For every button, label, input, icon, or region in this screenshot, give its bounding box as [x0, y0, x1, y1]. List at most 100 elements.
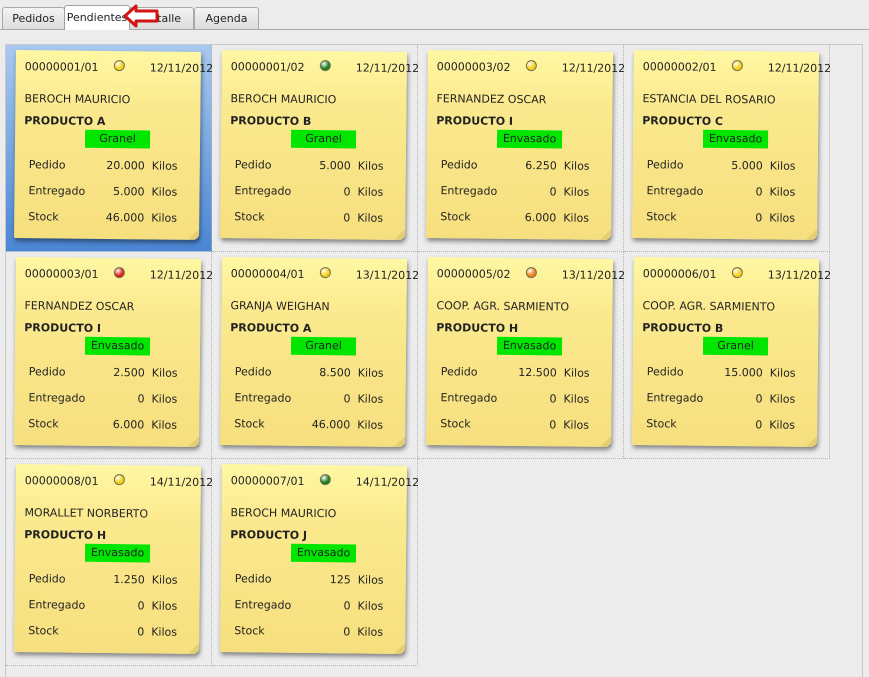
stock-value: 0: [137, 625, 145, 639]
entregado-label: Entregado: [28, 391, 86, 405]
entregado-label: Entregado: [440, 391, 498, 405]
entregado-unit: Kilos: [357, 599, 384, 613]
entregado-unit: Kilos: [563, 392, 590, 406]
client-name: BEROCH MAURICIO: [24, 92, 131, 107]
stock-unit: Kilos: [563, 211, 590, 225]
order-code: 00000004/01: [230, 267, 305, 281]
pedido-label: Pedido: [646, 158, 684, 172]
status-indicator-icon: [113, 474, 125, 486]
order-note[interactable]: 00000002/01 12/11/2012 ESTANCIA DEL ROSARI…: [632, 50, 831, 240]
stock-label: Stock: [28, 624, 59, 638]
order-card-cell[interactable]: 00000003/02 12/11/2012 FERNANDEZ OSCAR PROD…: [418, 45, 625, 252]
order-card-cell[interactable]: 00000004/01 13/11/2012 GRANJA WEIGHAN PRODU…: [212, 252, 419, 459]
entregado-value: 0: [549, 185, 557, 199]
entregado-label: Entregado: [440, 184, 498, 198]
status-indicator-icon: [525, 60, 537, 72]
stock-value: 0: [755, 418, 763, 432]
order-note[interactable]: 00000003/02 12/11/2012 FERNANDEZ OSCAR PROD…: [426, 50, 625, 240]
entregado-label: Entregado: [234, 184, 292, 198]
tab-pedidos[interactable]: Pedidos: [2, 7, 65, 29]
order-note[interactable]: 00000005/02 13/11/2012 COOP. AGR. SARMIENT…: [426, 257, 625, 447]
order-card-cell[interactable]: 00000006/01 13/11/2012 COOP. AGR. SARMIENT…: [624, 252, 831, 459]
order-card-cell[interactable]: 00000002/01 12/11/2012 ESTANCIA DEL ROSARI…: [624, 45, 831, 252]
entregado-unit: Kilos: [769, 392, 796, 406]
pedido-value: 5.000: [319, 159, 351, 173]
entregado-unit: Kilos: [151, 185, 178, 199]
entregado-unit: Kilos: [357, 392, 384, 406]
stock-unit: Kilos: [151, 625, 178, 639]
order-card-cell[interactable]: 00000001/01 12/11/2012 BEROCH MAURICIO PROD…: [6, 45, 213, 252]
client-name: FERNANDEZ OSCAR: [436, 92, 547, 107]
order-card-cell[interactable]: 00000008/01 14/11/2012 MORALLET NORBERTO PR…: [6, 459, 213, 666]
stock-unit: Kilos: [769, 418, 796, 432]
product-name: PRODUCTO H: [24, 528, 107, 542]
packaging-badge: Granel: [290, 129, 357, 149]
order-note[interactable]: 00000007/01 14/11/2012 BEROCH MAURICIO PROD…: [220, 464, 419, 654]
order-card-cell[interactable]: 00000007/01 14/11/2012 BEROCH MAURICIO PROD…: [212, 459, 419, 666]
order-date: 14/11/2012: [355, 475, 420, 490]
pedido-label: Pedido: [28, 158, 66, 172]
stock-value: 6.000: [524, 211, 557, 225]
order-code: 00000001/02: [230, 60, 305, 74]
stock-value: 0: [343, 211, 351, 225]
stock-label: Stock: [234, 417, 265, 431]
status-indicator-icon: [319, 60, 331, 72]
stock-value: 46.000: [105, 210, 145, 225]
pedido-unit: Kilos: [357, 159, 384, 173]
pedido-value: 8.500: [319, 366, 351, 380]
order-note[interactable]: 00000001/01 12/11/2012 BEROCH MAURICIO PROD…: [14, 50, 213, 240]
tab-agenda[interactable]: Agenda: [194, 7, 259, 29]
tab-pendientes[interactable]: Pendientes: [64, 5, 130, 30]
entregado-unit: Kilos: [769, 185, 796, 199]
order-card-cell[interactable]: 00000005/02 13/11/2012 COOP. AGR. SARMIENT…: [418, 252, 625, 459]
packaging-badge: Envasado: [496, 336, 563, 356]
stock-value: 0: [549, 418, 557, 432]
entregado-label: Entregado: [646, 391, 704, 405]
order-code: 00000003/01: [24, 267, 99, 281]
pedido-value: 5.000: [731, 159, 763, 173]
order-code: 00000001/01: [24, 60, 99, 74]
stock-unit: Kilos: [563, 418, 590, 432]
order-note[interactable]: 00000008/01 14/11/2012 MORALLET NORBERTO PR…: [14, 464, 213, 654]
pedido-label: Pedido: [440, 365, 478, 379]
order-note[interactable]: 00000004/01 13/11/2012 GRANJA WEIGHAN PRODU…: [220, 257, 419, 447]
order-date: 12/11/2012: [149, 61, 214, 76]
pedido-value: 20.000: [106, 158, 145, 173]
stock-label: Stock: [440, 210, 471, 224]
order-date: 13/11/2012: [767, 268, 832, 283]
product-name: PRODUCTO C: [642, 114, 724, 128]
order-code: 00000003/02: [436, 60, 511, 74]
entregado-unit: Kilos: [151, 599, 178, 613]
stock-label: Stock: [28, 417, 59, 431]
client-name: COOP. AGR. SARMIENTO: [436, 299, 570, 314]
annotation-arrow-icon: [123, 4, 159, 28]
order-note[interactable]: 00000003/01 12/11/2012 FERNANDEZ OSCAR PROD…: [14, 257, 213, 447]
entregado-value: 5.000: [112, 185, 145, 199]
stock-unit: Kilos: [151, 418, 178, 432]
pedido-label: Pedido: [234, 365, 272, 379]
packaging-badge: Granel: [702, 336, 769, 356]
client-name: BEROCH MAURICIO: [230, 506, 337, 521]
order-card-cell[interactable]: 00000001/02 12/11/2012 BEROCH MAURICIO PROD…: [212, 45, 419, 252]
status-indicator-icon: [731, 267, 743, 279]
status-indicator-icon: [113, 267, 125, 279]
entregado-value: 0: [755, 392, 763, 406]
pedido-unit: Kilos: [151, 366, 178, 380]
client-name: COOP. AGR. SARMIENTO: [642, 299, 776, 314]
stock-unit: Kilos: [769, 211, 796, 225]
stock-label: Stock: [440, 417, 471, 431]
stock-unit: Kilos: [357, 211, 384, 225]
packaging-badge: Granel: [84, 129, 151, 149]
stock-value: 46.000: [311, 417, 351, 432]
order-card-cell[interactable]: 00000003/01 12/11/2012 FERNANDEZ OSCAR PROD…: [6, 252, 213, 459]
product-name: PRODUCTO J: [230, 528, 308, 542]
order-note[interactable]: 00000001/02 12/11/2012 BEROCH MAURICIO PROD…: [220, 50, 419, 240]
order-code: 00000007/01: [230, 474, 305, 488]
status-indicator-icon: [525, 267, 537, 279]
order-note[interactable]: 00000006/01 13/11/2012 COOP. AGR. SARMIENT…: [632, 257, 831, 447]
stock-label: Stock: [234, 624, 265, 638]
pedido-unit: Kilos: [357, 366, 384, 380]
order-date: 12/11/2012: [149, 268, 214, 283]
client-name: BEROCH MAURICIO: [230, 92, 337, 107]
packaging-badge: Envasado: [496, 129, 563, 149]
